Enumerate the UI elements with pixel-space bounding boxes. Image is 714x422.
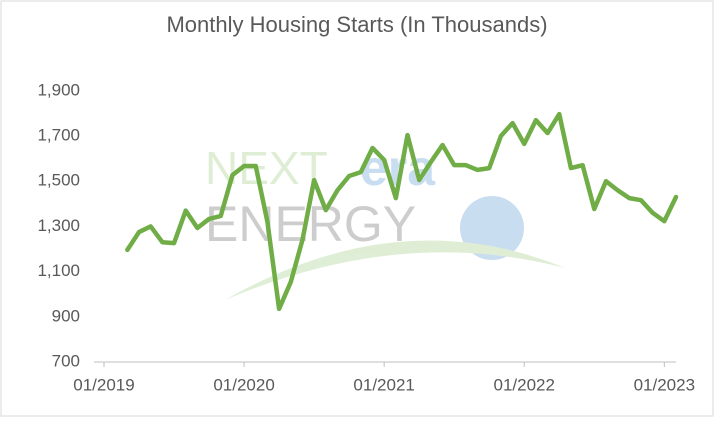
x-tick-label: 01/2019 — [73, 375, 134, 394]
y-tick-label: 1,300 — [37, 216, 80, 235]
watermark: NEXT era ENERGY — [205, 140, 565, 300]
y-tick-label: 1,900 — [37, 80, 80, 99]
y-tick-label: 1,100 — [37, 261, 80, 280]
chart-title: Monthly Housing Starts (In Thousands) — [166, 12, 547, 37]
x-tick-label: 01/2021 — [353, 375, 414, 394]
y-tick-label: 900 — [52, 306, 80, 325]
data-line — [125, 111, 679, 312]
x-tick-label: 01/2022 — [494, 375, 555, 394]
x-tick-label: 01/2020 — [213, 375, 274, 394]
y-tick-label: 1,700 — [37, 125, 80, 144]
y-tick-label: 1,500 — [37, 171, 80, 190]
y-tick-label: 700 — [52, 351, 80, 370]
watermark-text: NEXT — [205, 142, 328, 194]
x-tick-label: 01/2023 — [634, 375, 695, 394]
